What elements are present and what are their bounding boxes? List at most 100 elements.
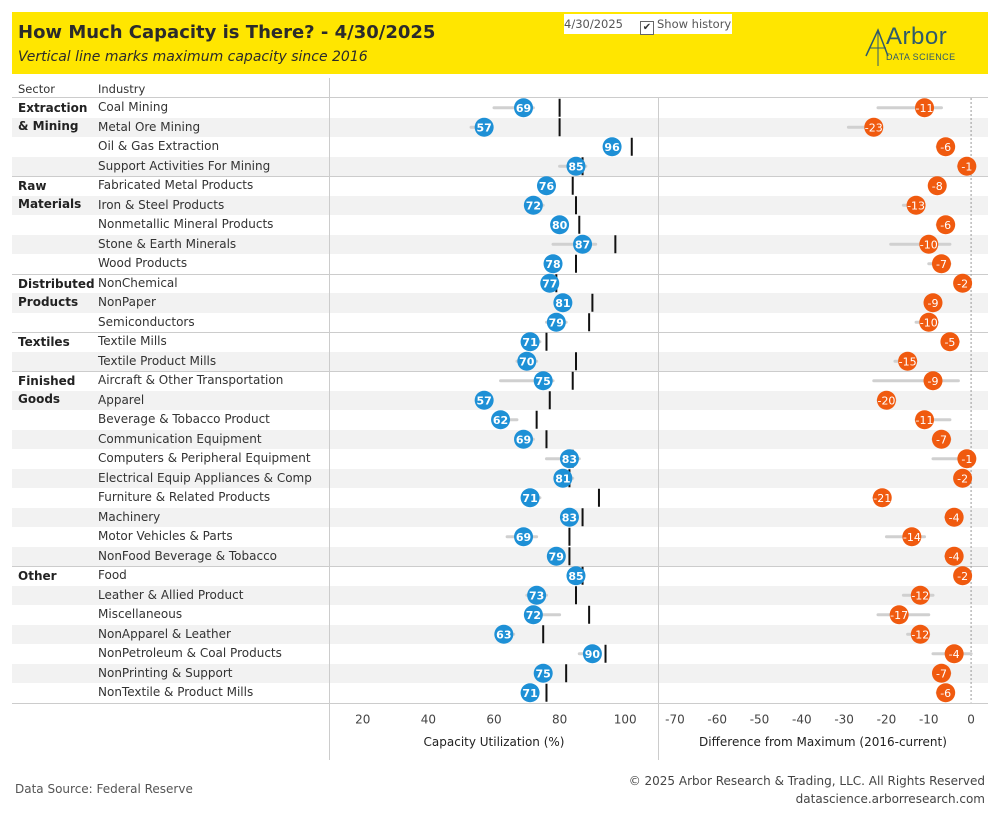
checkbox-icon[interactable]: ✔ — [640, 21, 654, 35]
industry-label: Machinery — [98, 509, 161, 524]
difference-point — [944, 507, 964, 527]
x-tick-label: 40 — [421, 713, 436, 727]
difference-point — [953, 566, 973, 586]
capacity-data-label: 72 — [526, 609, 541, 622]
difference-data-label: -10 — [920, 316, 938, 329]
website-text: datascience.arborresearch.com — [795, 792, 985, 806]
difference-data-label: -14 — [903, 531, 921, 544]
difference-point — [931, 663, 951, 683]
industry-label: NonPetroleum & Coal Products — [98, 646, 282, 660]
capacity-data-label: 83 — [562, 511, 577, 524]
industry-label: NonApparel & Leather — [98, 626, 231, 641]
row-background — [12, 546, 988, 566]
difference-data-label: -4 — [949, 648, 960, 661]
industry-column-header: Industry — [98, 82, 146, 96]
industry-label: Semiconductors — [98, 314, 195, 329]
row-background — [12, 468, 988, 488]
capacity-data-label: 77 — [542, 277, 557, 290]
show-history-label: Show history — [657, 17, 732, 31]
industry-label: Apparel — [98, 392, 145, 407]
difference-data-label: -11 — [916, 102, 934, 115]
difference-point — [957, 449, 977, 469]
capacity-data-label: 90 — [585, 648, 601, 661]
industry-label: Stone & Earth Minerals — [98, 236, 237, 251]
difference-data-label: -4 — [949, 511, 960, 524]
difference-data-label: -4 — [949, 550, 960, 563]
capacity-data-label: 57 — [477, 394, 492, 407]
industry-label: Support Activities For Mining — [98, 158, 271, 173]
difference-point — [915, 98, 935, 118]
difference-data-label: -15 — [899, 355, 917, 368]
difference-data-label: -17 — [890, 609, 908, 622]
difference-point — [936, 137, 956, 157]
difference-data-label: -8 — [932, 180, 943, 193]
row-background — [12, 585, 988, 605]
industry-label: Leather & Allied Product — [98, 587, 244, 602]
difference-point — [953, 468, 973, 488]
industry-label: NonPrinting & Support — [98, 665, 233, 680]
copyright-block: © 2025 Arbor Research & Trading, LLC. Al… — [629, 772, 985, 808]
difference-data-label: -13 — [907, 199, 925, 212]
capacity-data-label: 62 — [493, 414, 508, 427]
difference-data-label: -2 — [957, 472, 968, 485]
row-background — [12, 663, 988, 683]
panel-divider — [658, 98, 659, 760]
difference-point — [906, 195, 926, 215]
industry-label: Nonmetallic Mineral Products — [98, 217, 274, 231]
difference-point — [915, 410, 935, 430]
capacity-data-label: 75 — [536, 375, 551, 388]
difference-data-label: -12 — [911, 628, 929, 641]
capacity-data-label: 63 — [496, 628, 511, 641]
industry-label: Metal Ore Mining — [98, 119, 201, 134]
capacity-point — [520, 488, 540, 508]
row-background — [12, 507, 988, 527]
capacity-data-label: 81 — [555, 472, 570, 485]
difference-data-label: -9 — [928, 375, 939, 388]
capacity-data-label: 71 — [522, 687, 537, 700]
difference-point — [940, 332, 960, 352]
capacity-data-label: 79 — [549, 550, 564, 563]
sector-label: Distributed Products — [18, 276, 95, 309]
difference-point — [864, 117, 884, 137]
x-tick-label: -20 — [877, 713, 897, 727]
capacity-point — [550, 215, 570, 235]
difference-point — [927, 176, 947, 196]
difference-data-label: -23 — [865, 121, 883, 134]
difference-point — [923, 293, 943, 313]
industry-label: Miscellaneous — [98, 607, 183, 621]
industry-label: NonTextile & Product Mills — [98, 685, 254, 699]
logo-subtext: DATA SCIENCE — [886, 52, 956, 62]
difference-data-label: -11 — [916, 414, 934, 427]
difference-point — [889, 605, 909, 625]
industry-label: NonChemical — [98, 275, 178, 290]
capacity-point — [582, 644, 602, 664]
difference-point — [923, 371, 943, 391]
capacity-point — [553, 468, 573, 488]
sector-divider — [12, 371, 988, 372]
capacity-point — [553, 293, 573, 313]
capacity-point — [546, 546, 566, 566]
difference-point — [944, 644, 964, 664]
capacity-point — [474, 117, 494, 137]
x-tick-label: 100 — [614, 713, 637, 727]
capacity-data-label: 70 — [519, 355, 535, 368]
difference-point — [953, 273, 973, 293]
capacity-point — [559, 449, 579, 469]
show-history-toggle[interactable]: ✔ Show history — [636, 14, 732, 35]
copyright-text: © 2025 Arbor Research & Trading, LLC. Al… — [628, 774, 985, 788]
date-filter[interactable]: 4/30/2025 — [564, 14, 644, 34]
difference-data-label: -6 — [940, 687, 951, 700]
capacity-point — [514, 98, 534, 118]
capacity-point — [559, 507, 579, 527]
row-background — [12, 429, 988, 449]
x-tick-label: 60 — [486, 713, 501, 727]
capacity-point — [533, 371, 553, 391]
industry-label: Communication Equipment — [98, 431, 262, 446]
x-tick-label: -10 — [919, 713, 939, 727]
capacity-data-label: 71 — [522, 492, 537, 505]
industry-label: Computers & Peripheral Equipment — [98, 451, 311, 465]
capacity-data-label: 79 — [549, 316, 564, 329]
capacity-point — [517, 351, 537, 371]
industry-label: NonPaper — [98, 295, 156, 309]
